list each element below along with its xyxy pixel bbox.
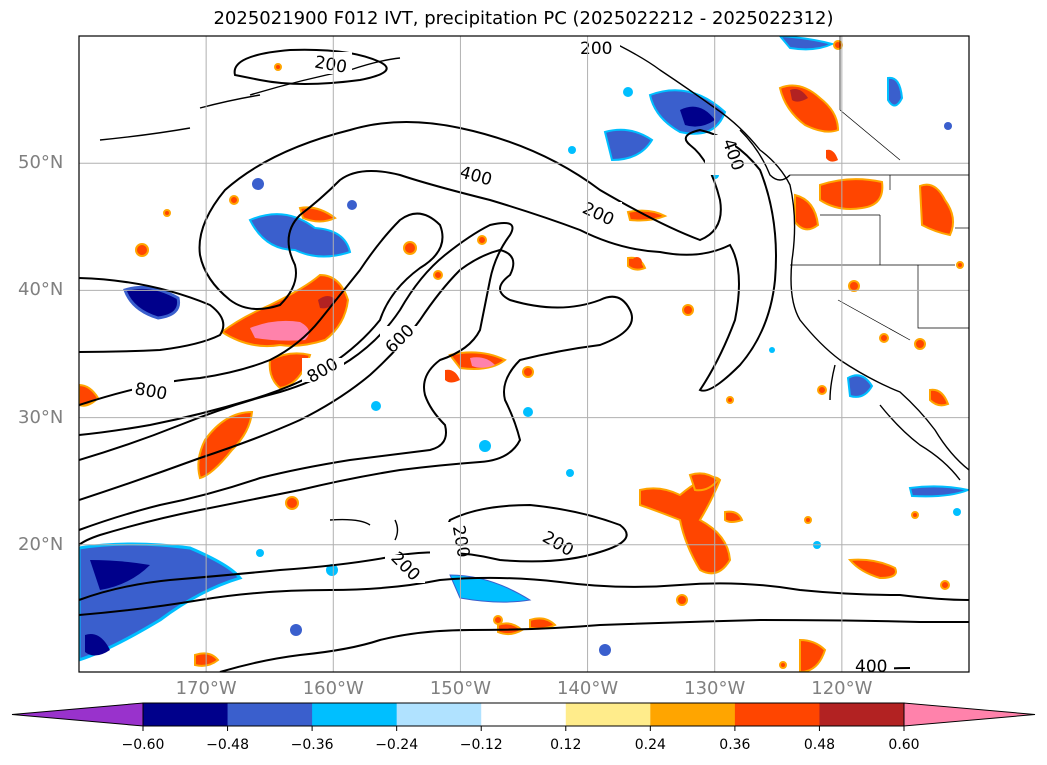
- map-frame: [78, 35, 970, 673]
- colorbar-tick-label: 0.60: [888, 737, 920, 753]
- colorbar-segment: [396, 703, 482, 726]
- lat-tick-label: 20°N: [18, 533, 64, 555]
- colorbar-tick-label: 0.12: [550, 737, 582, 753]
- colorbar-segment: [312, 703, 398, 726]
- colorbar-tick-label: 0.36: [719, 737, 751, 753]
- map-layers: 200 200 200 200 200 200 400 400 400 600 …: [79, 36, 969, 677]
- colorbar-segment: [565, 703, 651, 726]
- colorbar-segment: [819, 703, 905, 726]
- colorbar-segment: [143, 703, 229, 726]
- lon-tick-label: 120°W: [811, 678, 873, 699]
- contour-label: 200: [580, 39, 612, 59]
- colorbar-segment: [650, 703, 736, 726]
- colorbar-segment: [481, 703, 567, 726]
- colorbar: [11, 702, 1036, 731]
- colorbar-frame: [142, 702, 905, 727]
- lat-tick-label: 30°N: [18, 406, 64, 428]
- ivt-contours: [79, 48, 969, 672]
- lon-tick-label: 150°W: [429, 678, 491, 699]
- colorbar-tick-label: −0.60: [121, 737, 165, 753]
- lat-tick-label: 40°N: [18, 279, 64, 301]
- lon-tick-label: 140°W: [556, 678, 619, 699]
- colorbar-extend-high: [903, 702, 1036, 727]
- country-borders: [790, 36, 969, 341]
- colorbar-tick-label: −0.48: [206, 737, 249, 753]
- lon-tick-label: 130°W: [684, 678, 746, 699]
- precipitation-shading: [79, 36, 969, 672]
- colorbar-tick-label: 0.48: [803, 737, 836, 753]
- contour-labels: 200 200 200 200 200 200 400 400 400 600 …: [132, 36, 894, 677]
- lon-tick-label: 160°W: [302, 678, 364, 699]
- contour-label: 400: [855, 657, 887, 677]
- colorbar-segment: [227, 703, 313, 726]
- lat-tick-label: 50°N: [18, 152, 64, 174]
- colorbar-tick-label: −0.24: [375, 737, 419, 753]
- colorbar-tick-label: −0.36: [290, 737, 334, 753]
- lon-tick-label: 170°W: [175, 678, 237, 699]
- colorbar-tick-label: −0.12: [459, 737, 503, 753]
- gridlines: [79, 36, 969, 672]
- colorbar-extend-low: [11, 702, 144, 727]
- colorbar-tick-label: 0.24: [634, 737, 666, 753]
- chart-title: 2025021900 F012 IVT, precipitation PC (2…: [213, 8, 834, 29]
- colorbar-segment: [734, 703, 820, 726]
